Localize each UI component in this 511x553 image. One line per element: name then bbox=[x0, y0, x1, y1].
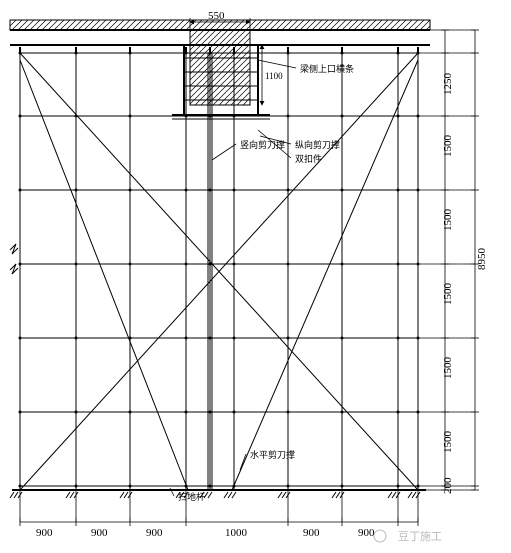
svg-text:梁侧上口横条: 梁侧上口横条 bbox=[300, 63, 354, 74]
svg-text:1500: 1500 bbox=[442, 357, 454, 380]
svg-text:900: 900 bbox=[358, 527, 375, 539]
svg-text:双扣件: 双扣件 bbox=[295, 153, 322, 164]
scaffold-drawing: 550 1100 900 900 900 1000 900 900 1250 1500 1500 15… bbox=[10, 10, 488, 543]
svg-text:纵向剪刀撑: 纵向剪刀撑 bbox=[295, 139, 340, 150]
svg-text:1500: 1500 bbox=[442, 135, 454, 158]
svg-text:900: 900 bbox=[91, 527, 108, 539]
svg-text:900: 900 bbox=[146, 527, 163, 539]
svg-text:550: 550 bbox=[208, 10, 225, 22]
svg-text:水平剪刀撑: 水平剪刀撑 bbox=[250, 449, 295, 460]
svg-text:1500: 1500 bbox=[442, 209, 454, 232]
svg-text:8950: 8950 bbox=[476, 248, 488, 271]
svg-text:1250: 1250 bbox=[442, 73, 454, 96]
svg-text:900: 900 bbox=[303, 527, 320, 539]
watermark-text: 豆丁施工 bbox=[398, 530, 442, 543]
beam-section bbox=[190, 30, 250, 105]
svg-text:1500: 1500 bbox=[442, 431, 454, 454]
watermark-icon bbox=[374, 530, 386, 542]
svg-text:200: 200 bbox=[442, 477, 454, 494]
svg-text:1100: 1100 bbox=[265, 71, 283, 81]
svg-text:1000: 1000 bbox=[225, 527, 248, 539]
svg-text:扫地杆: 扫地杆 bbox=[178, 491, 205, 502]
svg-text:900: 900 bbox=[36, 527, 53, 539]
svg-text:1500: 1500 bbox=[442, 283, 454, 306]
